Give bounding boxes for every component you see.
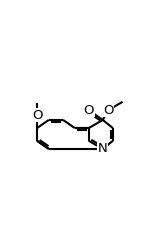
- Text: O: O: [103, 104, 113, 117]
- Text: O: O: [32, 109, 42, 122]
- Text: N: N: [98, 142, 108, 155]
- Text: O: O: [83, 104, 94, 117]
